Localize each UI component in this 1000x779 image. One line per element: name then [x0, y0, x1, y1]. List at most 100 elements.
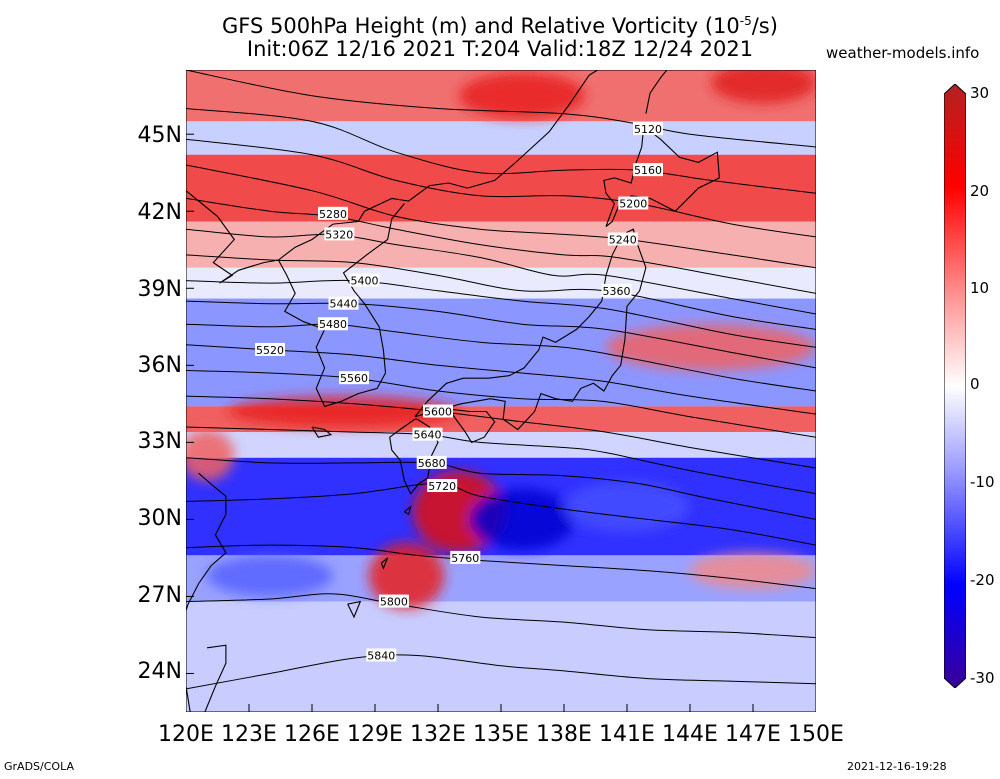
- height-contour-5240: [186, 164, 816, 269]
- vorticity-blob-0: [228, 396, 459, 427]
- lat-label-30n: 30N: [137, 506, 182, 531]
- map-title-line2: Init:06Z 12/16 2021 T:204 Valid:18Z 12/2…: [246, 37, 754, 61]
- lon-label-141e: 141E: [599, 722, 655, 747]
- contour-label-bg-5520: [255, 342, 285, 356]
- vorticity-band-10: [186, 601, 816, 712]
- coastline-9: [186, 686, 191, 712]
- height-contour-5560: [186, 370, 816, 438]
- height-contour-5760: [186, 544, 816, 590]
- lon-label-129e: 129E: [347, 722, 403, 747]
- contour-label-5400: 5400: [351, 275, 379, 288]
- lat-label-36n: 36N: [137, 353, 182, 378]
- lon-label-144e: 144E: [662, 722, 718, 747]
- lon-label-138e: 138E: [536, 722, 592, 747]
- height-contour-5200: [186, 138, 816, 238]
- contour-label-bg-5400: [349, 273, 380, 287]
- colorbar-label-0: 0: [970, 375, 980, 393]
- height-contour-5160: [186, 108, 816, 194]
- colorbar-label-neg30: -30: [970, 669, 995, 687]
- title-text: GFS 500hPa Height (m) and Relative Vorti…: [222, 14, 740, 38]
- vorticity-blob-8: [564, 480, 690, 533]
- contour-label-5280: 5280: [319, 208, 347, 221]
- contour-label-5320: 5320: [325, 228, 353, 241]
- contour-label-bg-5160: [633, 163, 663, 177]
- contour-label-5440: 5440: [330, 298, 358, 311]
- contour-label-bg-5760: [450, 550, 481, 564]
- vorticity-band-2: [186, 154, 816, 222]
- vorticity-band-1: [186, 121, 816, 155]
- coastline-13: [380, 557, 389, 570]
- vorticity-blob-10: [690, 552, 816, 589]
- lat-label-45n: 45N: [137, 123, 182, 148]
- contour-label-5680: 5680: [418, 457, 446, 470]
- height-contour-5680: [186, 457, 816, 520]
- colorbar-label-30: 30: [970, 84, 990, 102]
- colorbar-label-neg10: -10: [970, 473, 995, 491]
- lat-label-39n: 39N: [137, 277, 182, 302]
- height-contour-5800: [186, 593, 816, 638]
- contour-label-bg-5800: [378, 594, 409, 608]
- height-contour-5280: [186, 197, 816, 294]
- vorticity-blob-2: [469, 488, 575, 551]
- colorbar-label-20: 20: [970, 182, 990, 200]
- height-contour-5440: [186, 300, 816, 369]
- map-title-line1: GFS 500hPa Height (m) and Relative Vorti…: [130, 8, 870, 39]
- height-contour-5400: [186, 279, 816, 348]
- lat-label-27n: 27N: [137, 583, 182, 608]
- coastline-7: [186, 472, 227, 613]
- contour-label-5240: 5240: [609, 233, 637, 246]
- contour-label-bg-5560: [339, 371, 369, 385]
- lon-label-150e: 150E: [788, 722, 844, 747]
- coastline-1: [277, 203, 405, 408]
- contour-label-5840: 5840: [367, 650, 395, 663]
- contour-label-bg-5200: [618, 196, 649, 210]
- contour-label-bg-5720: [427, 479, 458, 493]
- height-contour-5360: [186, 254, 816, 330]
- contour-label-bg-5600: [423, 404, 453, 418]
- contour-label-bg-5120: [633, 122, 663, 136]
- contour-label-bg-5280: [318, 206, 348, 220]
- contour-label-5560: 5560: [340, 372, 368, 385]
- title-unit: /s): [751, 14, 778, 38]
- lon-label-135e: 135E: [473, 722, 529, 747]
- vorticity-blob-4: [207, 555, 333, 597]
- coastline-11: [347, 600, 362, 619]
- vorticity-band-7: [186, 432, 816, 458]
- height-contour-5320: [186, 228, 816, 315]
- vorticity-blob-6: [711, 70, 816, 104]
- lat-label-33n: 33N: [137, 429, 182, 454]
- height-contour-5600: [186, 395, 816, 469]
- colorbar: [944, 84, 966, 688]
- coastline-4: [414, 228, 647, 431]
- contour-label-5360: 5360: [603, 285, 631, 298]
- lon-label-126e: 126E: [284, 722, 340, 747]
- colorbar-label-neg20: -20: [970, 571, 995, 589]
- height-contour-5480: [186, 323, 816, 392]
- vorticity-blob-7: [459, 72, 585, 119]
- height-contour-5120: [186, 70, 816, 148]
- footer-timestamp: 2021-12-16-19:28: [847, 760, 947, 773]
- contour-label-bg-5840: [366, 648, 397, 662]
- contour-label-bg-5640: [412, 427, 443, 441]
- lon-label-147e: 147E: [725, 722, 781, 747]
- contour-label-bg-5240: [607, 232, 638, 246]
- footer-software: GrADS/COLA: [4, 760, 74, 773]
- contour-label-5720: 5720: [428, 480, 456, 493]
- contour-label-5120: 5120: [634, 123, 662, 136]
- coastline-10: [311, 426, 333, 438]
- contour-label-5480: 5480: [319, 318, 347, 331]
- vorticity-blob-5: [606, 324, 816, 371]
- colorbar-label-10: 10: [970, 279, 990, 297]
- height-contour-5840: [186, 654, 816, 690]
- colorbar-gradient: [944, 84, 966, 688]
- contour-label-5640: 5640: [414, 429, 442, 442]
- contour-label-bg-5440: [328, 296, 359, 310]
- contour-label-5200: 5200: [619, 198, 647, 211]
- coastline-12: [404, 505, 412, 516]
- coastline-6: [645, 70, 668, 114]
- site-credit: weather-models.info: [826, 44, 980, 62]
- lon-label-120e: 120E: [158, 722, 214, 747]
- title-exponent: -5: [739, 14, 752, 28]
- height-contour-5640: [186, 426, 816, 495]
- coastline-3: [448, 408, 496, 444]
